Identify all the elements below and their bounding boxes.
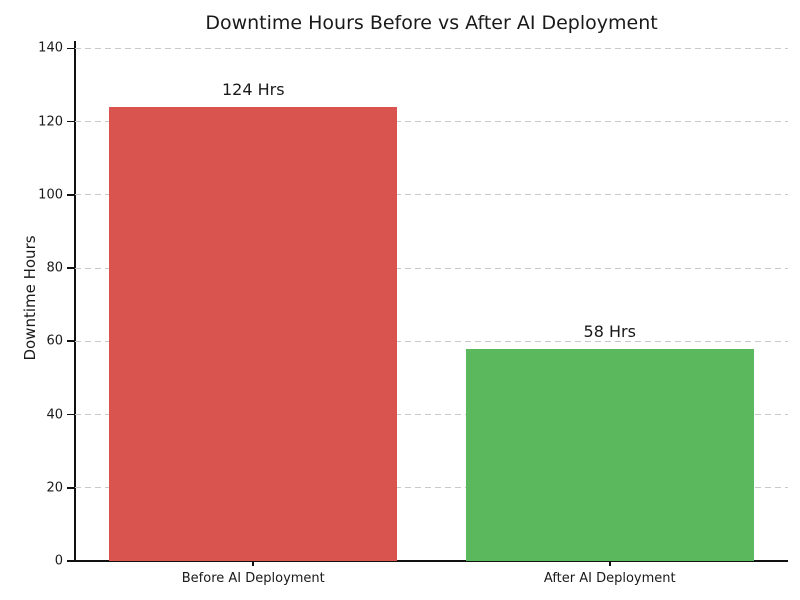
y-axis-title: Downtime Hours: [21, 235, 39, 361]
y-tick-label: 100: [38, 187, 63, 203]
y-tick-mark: [67, 47, 74, 50]
gridline: [75, 47, 788, 49]
bar-value-label: 58 Hrs: [583, 321, 636, 341]
x-axis-line: [74, 560, 788, 562]
y-tick-label: 40: [46, 407, 63, 423]
x-tick-label: Before AI Deployment: [181, 571, 325, 586]
bar-value-label: 124 Hrs: [221, 79, 285, 99]
gridline: [75, 487, 788, 489]
plot-area: 0 20 40 60 80 100 120 140 124 Hrs Before AI Deplo…: [38, 41, 788, 586]
y-tick-mark: [67, 486, 74, 489]
bar-before: [109, 106, 398, 561]
y-axis-line: [74, 41, 76, 561]
y-tick-mark: [67, 413, 74, 416]
gridline: [75, 414, 788, 416]
bar-after: [465, 348, 754, 561]
y-tick-mark: [67, 560, 74, 562]
y-tick-mark: [67, 194, 74, 196]
y-tick-mark: [67, 340, 74, 343]
chart-title: Downtime Hours Before vs After AI Deploy…: [205, 12, 658, 34]
y-tick-label: 140: [38, 40, 63, 56]
y-tick-label: 120: [38, 114, 63, 130]
x-tick-mark: [608, 561, 611, 566]
y-tick-label: 20: [46, 480, 63, 496]
gridline: [75, 340, 788, 342]
y-tick-label: 60: [46, 333, 63, 349]
gridline: [75, 121, 788, 123]
gridline: [75, 267, 788, 269]
y-tick-label: 0: [54, 553, 63, 569]
gridline: [75, 194, 788, 196]
x-tick-label: After AI Deployment: [543, 571, 676, 586]
y-tick-mark: [67, 267, 74, 269]
y-tick-label: 80: [46, 260, 63, 276]
y-tick-mark: [67, 120, 74, 123]
x-tick-mark: [252, 561, 255, 566]
